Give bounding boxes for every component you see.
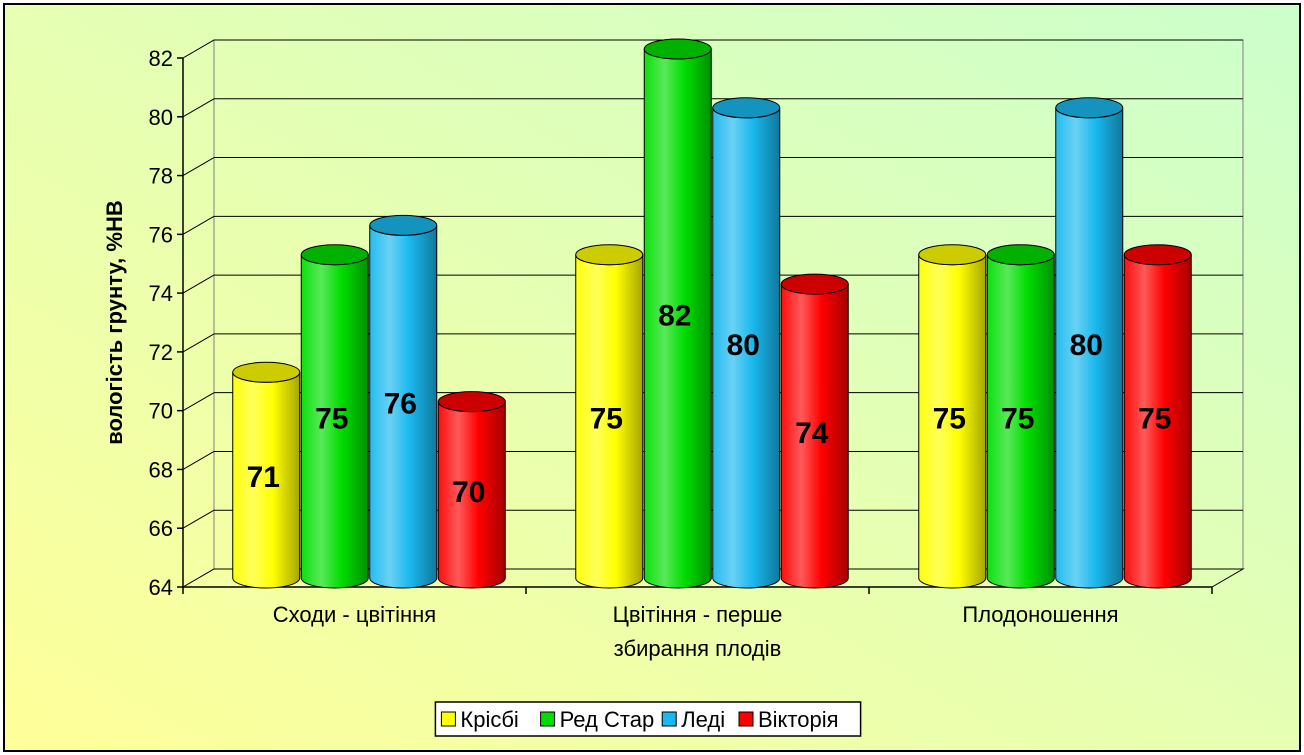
y-tick-label: 78 (149, 164, 173, 189)
bar (300, 244, 369, 589)
bar-top (300, 244, 369, 266)
x-category-label-line: Сходи - цвітіння (273, 602, 436, 627)
bar (712, 97, 781, 589)
bar-top (712, 97, 781, 119)
x-category-label: Цвітіння - перше збирання плодів (613, 602, 783, 661)
x-category-label: Плодоношення (962, 602, 1118, 627)
legend-swatch (661, 711, 677, 727)
legend-label: Крісбі (460, 707, 518, 732)
bar-top (437, 391, 506, 413)
gridline-side (182, 39, 215, 59)
gridline-side (182, 274, 215, 294)
x-category-label-line: збирання плодів (614, 636, 782, 661)
y-tick-label: 64 (149, 575, 173, 600)
gridline-side (182, 333, 215, 353)
bar (780, 273, 849, 589)
data-label: 70 (452, 476, 485, 509)
legend-label: Леді (681, 707, 725, 732)
legend-label: Вікторія (758, 707, 839, 732)
data-label: 71 (247, 461, 280, 494)
bar-top (1055, 97, 1124, 119)
gridline-side (182, 98, 215, 118)
bar (918, 244, 987, 589)
y-tick-label: 74 (149, 281, 173, 306)
legend-label: Ред Стар (560, 707, 655, 732)
legend-item: Леді (661, 707, 725, 732)
bar (575, 244, 644, 589)
bar (1123, 244, 1192, 589)
y-tick-label: 68 (149, 457, 173, 482)
data-label: 75 (315, 402, 348, 435)
y-axis-title: вологість грунту, %НВ (102, 200, 127, 444)
data-label: 75 (1001, 402, 1034, 435)
bar (437, 391, 506, 589)
gridline-side (182, 392, 215, 412)
legend-item: Вікторія (738, 707, 839, 732)
bar-top (780, 273, 849, 295)
legend-item: Ред Стар (540, 707, 655, 732)
bar (369, 214, 438, 589)
bar (643, 38, 712, 589)
bar-top (232, 361, 301, 383)
x-category-label-line: Плодоношення (962, 602, 1118, 627)
legend-swatch (540, 711, 556, 727)
y-tick-label: 80 (149, 105, 173, 130)
legend-box (434, 701, 862, 737)
y-tick-label: 70 (149, 399, 173, 424)
bar-top (986, 244, 1055, 266)
x-category-label-line: Цвітіння - перше (613, 602, 783, 627)
bar-top (918, 244, 987, 266)
data-label: 75 (933, 402, 966, 435)
y-tick-label: 72 (149, 340, 173, 365)
x-category-label: Сходи - цвітіння (273, 602, 436, 627)
y-tick-label: 66 (149, 516, 173, 541)
legend-swatch (440, 711, 456, 727)
data-label: 80 (1070, 329, 1103, 362)
data-label: 82 (658, 300, 691, 333)
bar (986, 244, 1055, 589)
data-label: 75 (1138, 402, 1171, 435)
y-tick-label: 82 (149, 46, 173, 71)
bar-top (369, 214, 438, 236)
bar (232, 361, 301, 589)
y-tick-label: 76 (149, 222, 173, 247)
legend-item: Крісбі (440, 707, 519, 732)
data-label: 74 (795, 417, 829, 450)
legend-swatch (738, 711, 754, 727)
data-label: 76 (384, 388, 417, 421)
bar-top (1123, 244, 1192, 266)
gridline-side (182, 215, 215, 235)
bar-top (643, 38, 712, 60)
gridline-side (182, 509, 215, 529)
data-label: 80 (727, 329, 760, 362)
bar (1055, 97, 1124, 589)
gridline-side (182, 451, 215, 470)
gridline-side (182, 157, 215, 176)
data-label: 75 (590, 402, 623, 435)
bar-top (575, 244, 644, 266)
